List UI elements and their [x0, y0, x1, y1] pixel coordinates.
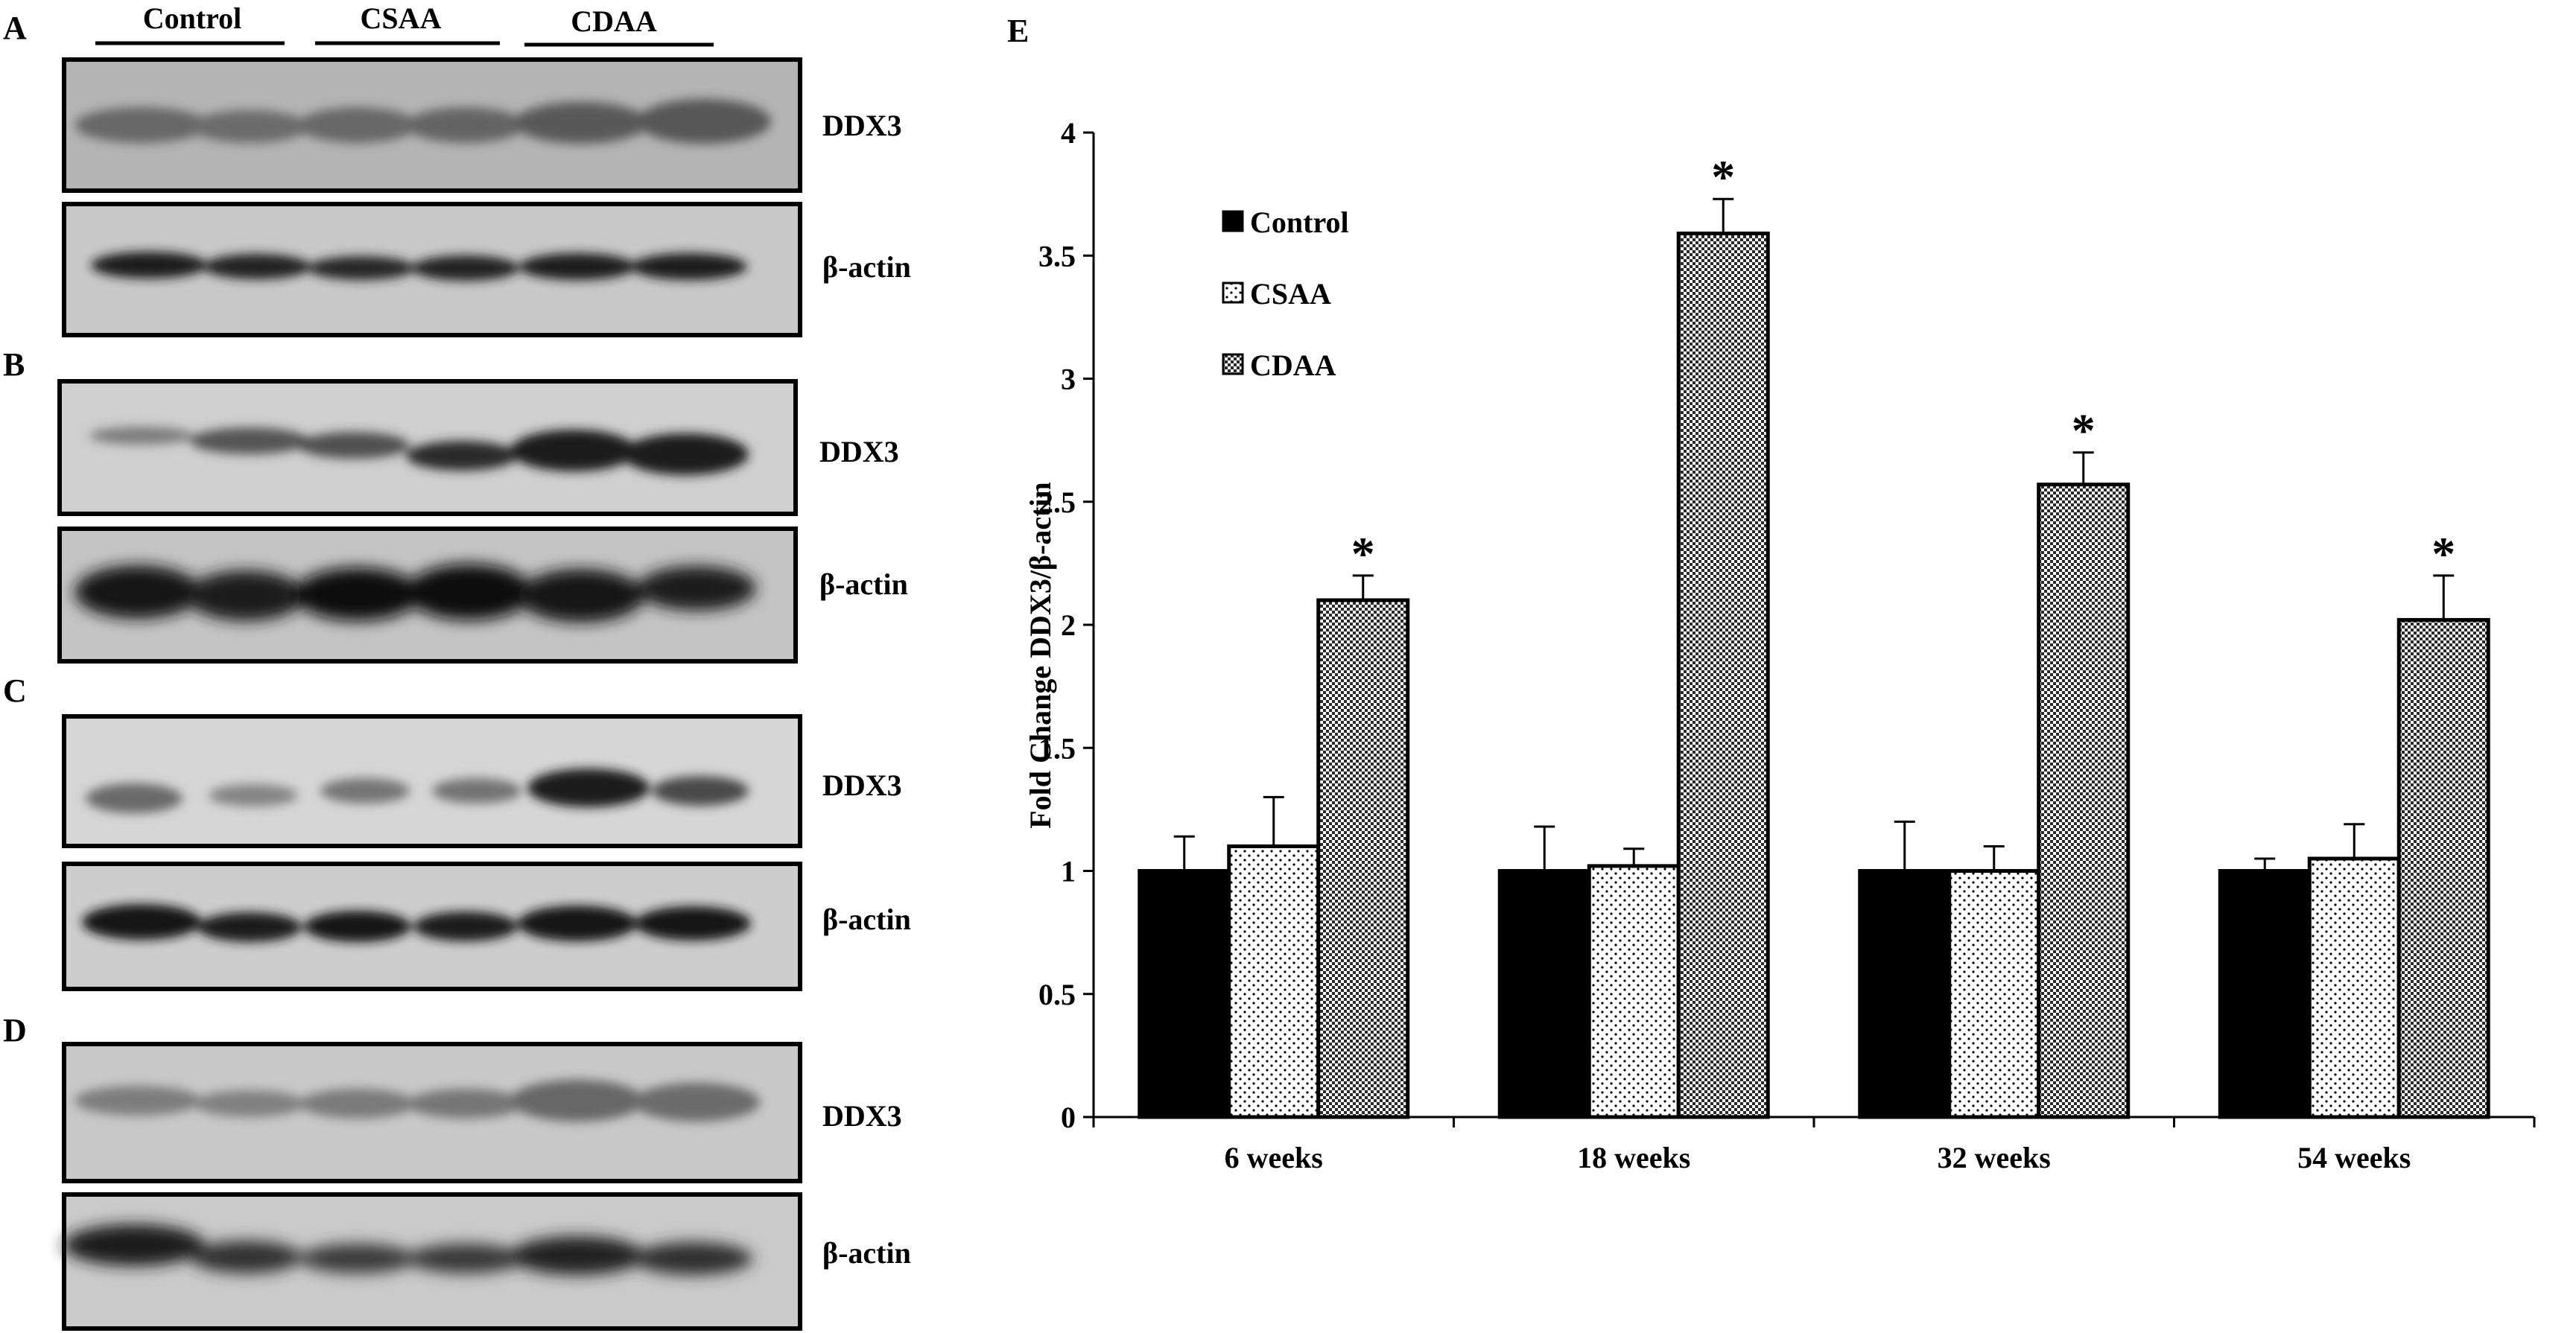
- western-blot-panels: Control CSAA CDAA A DDX3: [3, 1, 911, 1331]
- blot-c-top-label: DDX3: [822, 769, 902, 802]
- bar: [2037, 483, 2131, 1119]
- blot-a-top-label: DDX3: [822, 109, 902, 142]
- bar: [1676, 232, 1770, 1119]
- y-tick-label: 3: [1061, 363, 1076, 396]
- bar: [2396, 617, 2490, 1119]
- panel-letter-a: A: [3, 10, 27, 46]
- blot-d-bottom-label: β-actin: [822, 1236, 911, 1270]
- y-tick-label: 0.5: [1038, 978, 1076, 1011]
- bar: [1138, 869, 1231, 1119]
- blot-c-actin: [62, 862, 802, 991]
- panel-letter-e: E: [1007, 13, 1029, 49]
- x-tick-label: 18 weeks: [1577, 1141, 1690, 1174]
- panel-letter-d: D: [3, 1012, 27, 1049]
- blot-d-top-label: DDX3: [822, 1099, 902, 1133]
- blot-b-ddx3: [57, 379, 798, 516]
- blot-a-ddx3: [62, 57, 802, 193]
- y-tick-label: 3.5: [1038, 239, 1076, 273]
- legend-swatch: [1222, 281, 1244, 304]
- y-tick-label: 0: [1061, 1101, 1076, 1134]
- bar: [1858, 869, 1952, 1119]
- legend-swatch: [1222, 210, 1244, 232]
- panel-letter-b: B: [3, 346, 25, 383]
- significance-marker: *: [2431, 527, 2455, 580]
- bar: [1947, 869, 2041, 1119]
- y-tick-label: 1: [1061, 855, 1076, 888]
- y-tick-label: 2.5: [1038, 486, 1076, 519]
- significance-marker: *: [1351, 527, 1375, 580]
- bar: [2218, 869, 2312, 1119]
- blot-c-ddx3: [62, 714, 802, 848]
- panel-letter-c: C: [3, 672, 27, 709]
- x-axis: 6 weeks 18 weeks 32 weeks 54 weeks: [1092, 1116, 2536, 1174]
- blot-a-bottom-label: β-actin: [822, 250, 911, 284]
- x-tick-label: 6 weeks: [1225, 1141, 1323, 1174]
- blot-b-actin: [57, 526, 798, 664]
- bar-chart: Fold Change DDX3/β-actin 0 0.5 1 1.5 2 2.5 3 3.…: [1024, 116, 2536, 1174]
- y-axis-label: Fold Change DDX3/β-actin: [1024, 482, 1057, 829]
- significance-marker: *: [2072, 404, 2096, 457]
- blot-b-bottom-label: β-actin: [819, 567, 908, 601]
- group-label-csaa: CSAA: [361, 1, 442, 35]
- legend-swatch: [1222, 353, 1244, 375]
- x-tick-label: 54 weeks: [2297, 1141, 2411, 1174]
- y-tick-label: 2: [1061, 608, 1076, 642]
- legend-label: CSAA: [1250, 277, 1331, 311]
- bars: * * * *: [1138, 150, 2490, 1119]
- y-tick-label: 4: [1061, 116, 1076, 150]
- x-tick-label: 32 weeks: [1938, 1141, 2051, 1174]
- significance-marker: *: [1711, 150, 1735, 203]
- blot-d-actin: [62, 1192, 802, 1331]
- bar: [2307, 856, 2401, 1119]
- bar: [1497, 869, 1591, 1119]
- legend-label: Control: [1250, 206, 1349, 239]
- y-axis: 0 0.5 1 1.5 2 2.5 3 3.5 4: [1038, 116, 1095, 1134]
- group-label-control: Control: [143, 1, 242, 35]
- bar: [1316, 598, 1410, 1119]
- bar: [1227, 844, 1321, 1119]
- blot-c-bottom-label: β-actin: [822, 903, 911, 936]
- group-label-cdaa: CDAA: [571, 4, 657, 38]
- blot-b-top-label: DDX3: [819, 435, 899, 468]
- legend: Control CSAA CDAA: [1222, 206, 1349, 382]
- legend-label: CDAA: [1250, 349, 1336, 382]
- blot-a-actin: [62, 202, 802, 337]
- blot-d-ddx3: [62, 1042, 802, 1183]
- bar: [1587, 864, 1681, 1119]
- y-tick-label: 1.5: [1038, 731, 1076, 765]
